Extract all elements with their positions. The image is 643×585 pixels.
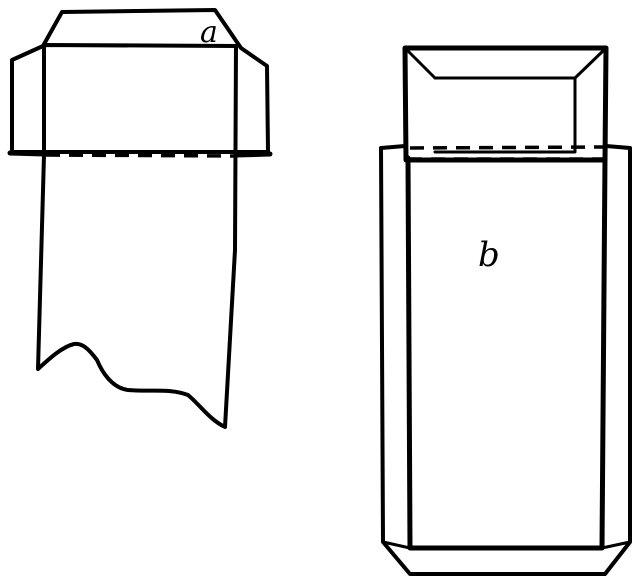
figure-b-tray-outer <box>379 144 632 576</box>
figure-b-label: b <box>478 235 500 275</box>
figure-a-cap-outline <box>10 8 270 154</box>
figure-b-fold-line-upper <box>409 145 607 150</box>
figure-a-label: a <box>200 15 218 50</box>
figure-a-cap-bottom-left <box>7 150 47 157</box>
figure-a-cap-bottom-right <box>233 151 273 158</box>
figure-b-tray-bevel-bl <box>381 540 412 550</box>
figure-b-lid-inner <box>433 76 577 154</box>
figure-a-body-outline <box>36 43 238 429</box>
figure-b-tray-inner <box>405 155 608 551</box>
figure-a <box>7 8 273 429</box>
figure-b-lid-bevel-tl <box>405 48 437 80</box>
figure-a-fold-line <box>45 153 237 158</box>
figure-b <box>379 45 632 576</box>
figure-b-lid-bevel-tr <box>573 48 606 80</box>
figure-b-tray-bevel-br <box>600 540 632 550</box>
